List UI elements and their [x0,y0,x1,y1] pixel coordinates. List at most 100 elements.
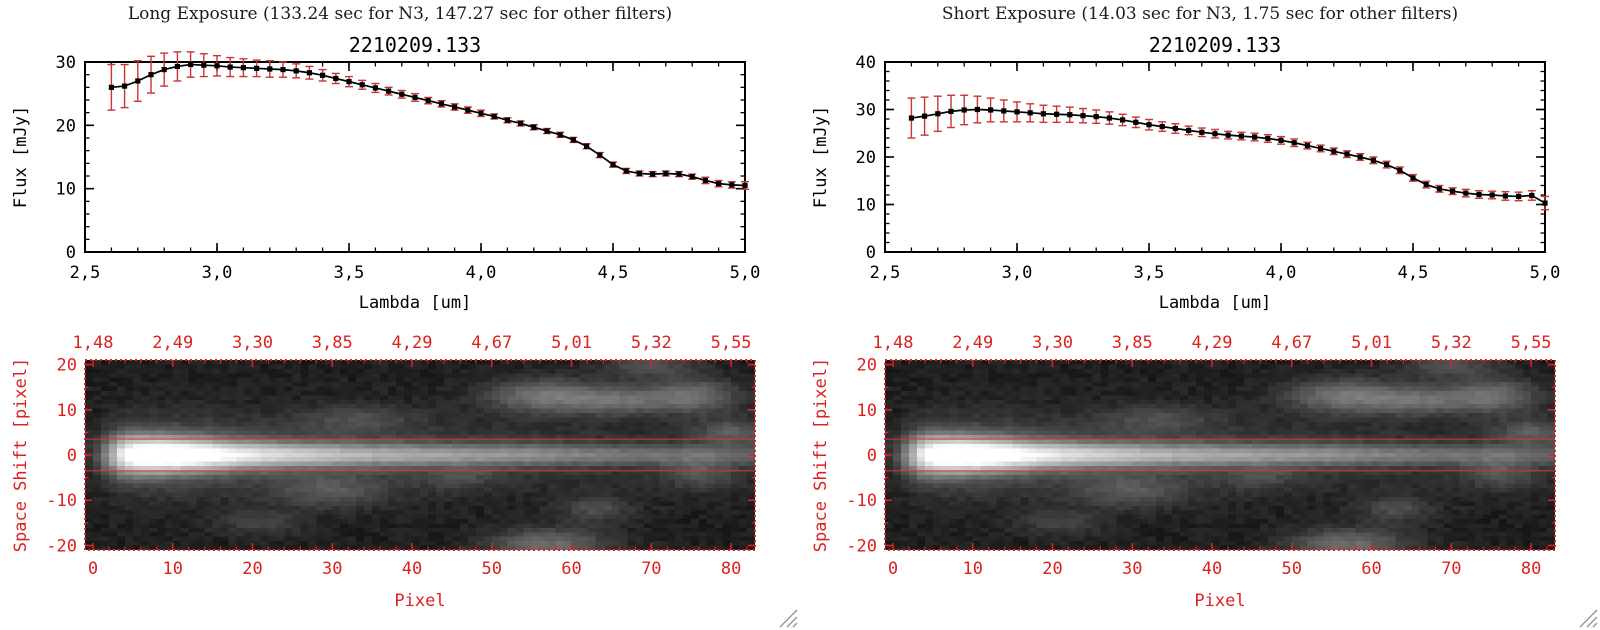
data-point-marker [1186,127,1192,133]
data-point-marker [293,68,299,74]
data-point-marker [650,171,656,177]
data-point-marker [201,62,207,68]
wavelength-tick-label: 5,32 [1431,333,1472,353]
data-point-marker [452,104,458,110]
data-point-marker [267,66,273,72]
image-x-tick-label: 20 [242,559,262,579]
image-x-tick-label: 10 [962,559,982,579]
x-tick-label: 3,5 [1134,263,1165,283]
spectrum-plot: 2210209.133 2,5 3,0 3,5 4,0 4,5 5,0 0 10 20 30 Lamb… [11,33,760,313]
data-point-marker [1450,188,1456,194]
spectral-image-plot: 0 1,48 10 2,49 20 3,30 30 3,85 40 4,29 50 4,67 60 5,0… [0,320,800,630]
data-point-marker [557,132,563,138]
resize-grip[interactable] [1576,606,1598,628]
data-point-marker [108,84,114,90]
wavelength-tick-label: 4,67 [471,333,512,353]
data-point-marker [1027,110,1033,116]
wavelength-tick-label: 2,49 [952,333,993,353]
y-tick-label: 30 [56,53,76,73]
y-tick-label: 10 [856,196,876,216]
data-point-marker [346,79,352,85]
data-point-marker [306,70,312,76]
data-point-marker [935,111,941,117]
resize-grip[interactable] [776,606,798,628]
wavelength-tick-label: 3,30 [232,333,273,353]
data-point-marker [961,107,967,113]
data-point-marker [676,171,682,177]
y-tick-label: 10 [56,180,76,200]
data-point-marker [122,83,128,89]
data-point-marker [412,94,418,101]
data-point-marker [1502,193,1508,199]
data-point-marker [1133,119,1139,125]
data-point-marker [742,182,748,189]
x-tick-label: 2,5 [870,263,901,283]
data-point-marker [1067,112,1073,118]
x-tick-label: 5,0 [1530,263,1561,283]
wavelength-tick-label: 1,48 [72,333,113,353]
data-point-marker [1225,132,1231,138]
data-point-marker [399,91,405,97]
data-point-marker [1172,125,1178,132]
data-point-marker [1410,175,1416,181]
data-point-marker [1054,111,1060,117]
wavelength-tick-label: 3,30 [1032,333,1073,353]
plot-title: 2210209.133 [1149,33,1281,57]
exposure-title: Long Exposure (133.24 sec for N3, 147.27… [127,4,673,24]
data-point-marker [333,75,339,82]
data-point-marker [1304,143,1310,149]
y-tick-label: 0 [66,243,76,263]
data-point-marker [240,65,246,71]
x-tick-label: 4,0 [466,263,497,283]
data-point-marker [531,124,537,130]
wavelength-tick-label: 3,85 [312,333,353,353]
data-point-marker [636,170,642,177]
data-point-marker [465,107,471,113]
data-point-marker [597,152,603,158]
y-tick-label: 30 [856,101,876,121]
data-point-marker [663,170,669,177]
data-point-marker [1001,108,1007,114]
data-point-marker [372,85,378,91]
spectrum-plot: 2210209.133 2,5 3,0 3,5 4,0 4,5 5,0 0 10 20 30 40 La… [811,33,1561,313]
data-point-marker [214,63,220,69]
data-point-marker [1357,154,1363,160]
data-point-marker [1423,181,1429,188]
wavelength-tick-label: 5,01 [551,333,592,353]
data-point-marker [729,182,735,188]
image-y-tick-label: 0 [67,446,77,466]
x-tick-label: 4,5 [598,263,629,283]
x-tick-label: 3,0 [202,263,233,283]
plot-frame [84,61,746,253]
image-y-axis-label: Space Shift [pixel] [11,358,31,552]
data-point-marker [1014,109,1020,115]
data-point-marker [1159,124,1165,130]
data-point-marker [386,88,392,94]
image-x-tick-label: 30 [1122,559,1142,579]
data-point-marker [1120,117,1126,123]
data-point-marker [1489,192,1495,198]
y-tick-label: 20 [856,148,876,168]
image-y-tick-label: 0 [867,446,877,466]
data-point-marker [1265,135,1271,142]
data-point-marker [135,78,141,84]
image-y-axis-label: Space Shift [pixel] [811,358,831,552]
x-tick-label: 4,5 [1398,263,1429,283]
data-point-marker [1344,151,1350,157]
image-x-tick-label: 80 [1521,559,1541,579]
y-axis-label: Flux [mJy] [11,106,31,208]
wavelength-tick-label: 1,48 [872,333,913,353]
data-point-marker [922,113,928,119]
image-y-tick-label: 20 [57,356,77,376]
data-point-marker [1238,133,1244,139]
image-x-tick-label: 60 [1361,559,1381,579]
plot-title: 2210209.133 [349,33,481,57]
image-x-tick-label: 30 [322,559,342,579]
image-x-tick-label: 80 [721,559,741,579]
data-point-marker [174,63,180,70]
data-point-marker [1542,200,1548,206]
panel-short-exposure: Short Exposure (14.03 sec for N3, 1.75 s… [800,0,1600,630]
data-point-marker [974,106,980,113]
image-x-tick-label: 70 [1441,559,1461,579]
data-point-marker [1318,145,1324,152]
